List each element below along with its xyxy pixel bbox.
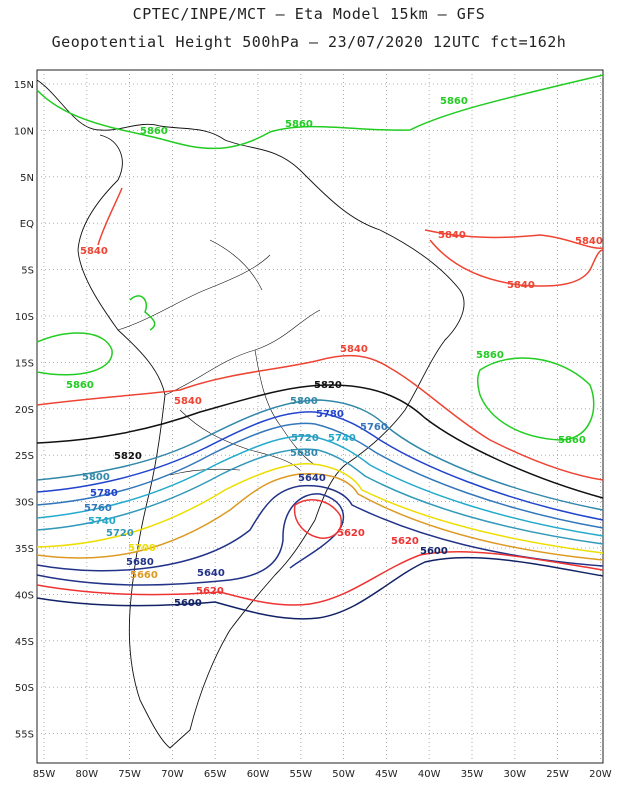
lat-tick-label: 15N [14, 80, 34, 91]
label-5780: 5780 [316, 409, 344, 420]
label-5860: 5860 [140, 126, 168, 137]
contour-5860-pacific [36, 332, 113, 376]
lon-tick-label: 35W [461, 769, 484, 780]
label-5600: 5600 [174, 598, 202, 609]
label-5760: 5760 [84, 503, 112, 514]
label-5720: 5720 [106, 528, 134, 539]
contour-5620 [36, 550, 604, 606]
lon-tick-label: 65W [204, 769, 227, 780]
lon-tick-label: 70W [161, 769, 184, 780]
lon-tick-label: 85W [33, 769, 56, 780]
lon-tick-label: 30W [503, 769, 526, 780]
label-5620: 5620 [391, 536, 419, 547]
lat-tick-label: 10S [15, 312, 34, 323]
label-5740: 5740 [88, 516, 116, 527]
contour-5700 [36, 462, 604, 554]
contour-5740 [36, 435, 604, 537]
lat-tick-label: 30S [15, 498, 34, 509]
contour-5660 [36, 484, 604, 572]
label-5840: 5840 [174, 396, 202, 407]
lat-tick-label: 35S [15, 544, 34, 555]
contour-5860-atlantic [476, 357, 595, 441]
label-5840: 5840 [340, 344, 368, 355]
lon-tick-label: 20W [589, 769, 612, 780]
contour-5620-low [293, 499, 342, 539]
label-5780: 5780 [90, 488, 118, 499]
chart-subtitle: Geopotential Height 500hPa – 23/07/2020 … [51, 33, 567, 51]
lat-tick-label: 5N [20, 173, 34, 184]
chart-title: CPTEC/INPE/MCT – Eta Model 15km – GFS [132, 5, 486, 23]
lon-tick-label: 55W [289, 769, 312, 780]
plot-frame [36, 69, 604, 764]
lat-tick-label: 10N [14, 126, 34, 137]
contour-5720 [36, 448, 604, 545]
label-5660: 5660 [130, 570, 158, 581]
contour-5860-north [36, 74, 604, 150]
lat-tick-label: 20S [15, 405, 34, 416]
label-5680: 5680 [126, 557, 154, 568]
lat-tick-label: 15S [15, 358, 34, 369]
label-5620: 5620 [337, 528, 365, 539]
axis-ticks: 15N 10N 5N EQ 5S 10S 15S 20S 25S 30S 35S 40S 45S 50S 5… [14, 80, 612, 780]
lon-tick-label: 45W [375, 769, 398, 780]
contour-lines [36, 74, 604, 620]
contour-5840-mid [429, 239, 604, 287]
label-5600: 5600 [420, 546, 448, 557]
label-5640: 5640 [298, 473, 326, 484]
lat-tick-label: EQ [20, 219, 34, 230]
contour-5860-amazon [129, 295, 156, 331]
label-5860: 5860 [66, 380, 94, 391]
label-5860: 5860 [558, 435, 586, 446]
lat-tick-label: 55S [15, 730, 34, 741]
contour-5780 [36, 411, 604, 521]
lon-tick-label: 75W [118, 769, 141, 780]
contour-5680 [36, 472, 604, 561]
label-5860: 5860 [440, 96, 468, 107]
label-5720: 5720 [291, 433, 319, 444]
lat-tick-label: 45S [15, 637, 34, 648]
contour-5600 [36, 556, 604, 620]
label-5820: 5820 [314, 380, 342, 391]
lat-tick-label: 50S [15, 683, 34, 694]
label-5620: 5620 [196, 586, 224, 597]
lon-tick-label: 50W [332, 769, 355, 780]
lat-tick-label: 5S [21, 266, 34, 277]
label-5800: 5800 [82, 472, 110, 483]
label-5700: 5700 [128, 543, 156, 554]
country-borders [117, 239, 321, 476]
label-5740: 5740 [328, 433, 356, 444]
label-5840: 5840 [438, 230, 466, 241]
lon-tick-label: 80W [75, 769, 98, 780]
label-5820: 5820 [114, 451, 142, 462]
label-5840: 5840 [507, 280, 535, 291]
label-5680: 5680 [290, 448, 318, 459]
label-5840: 5840 [80, 246, 108, 257]
label-5760: 5760 [360, 422, 388, 433]
lat-tick-label: 25S [15, 451, 34, 462]
label-5860: 5860 [285, 119, 313, 130]
label-5800: 5800 [290, 396, 318, 407]
label-5840: 5840 [575, 236, 603, 247]
lat-tick-label: 40S [15, 590, 34, 601]
contour-5820 [36, 384, 604, 499]
lon-tick-label: 40W [418, 769, 441, 780]
label-5860: 5860 [476, 350, 504, 361]
coastline [36, 79, 465, 749]
contour-5840-north [424, 229, 604, 249]
contour-5840-main [36, 354, 604, 481]
lon-tick-label: 60W [247, 769, 270, 780]
contour-5840-peru [97, 187, 123, 246]
contour-labels: 5860 5860 5860 5860 5860 5860 5840 5840 … [66, 96, 603, 609]
label-5640: 5640 [197, 568, 225, 579]
contour-5800 [36, 399, 604, 511]
lon-tick-label: 25W [546, 769, 569, 780]
contour-5760 [36, 422, 604, 529]
